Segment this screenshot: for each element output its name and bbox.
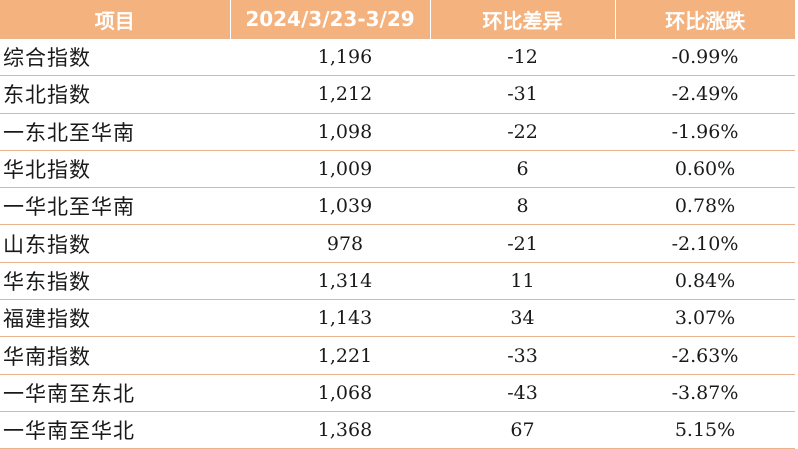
row-name: 福建指数 <box>0 299 230 337</box>
row-pct: -2.10% <box>615 224 795 263</box>
row-diff: 34 <box>430 299 615 337</box>
row-value: 1,039 <box>230 187 430 225</box>
row-diff: -22 <box>430 112 615 151</box>
row-pct: -1.96% <box>615 112 795 151</box>
row-diff: -43 <box>430 373 615 412</box>
row-value: 1,368 <box>230 410 430 449</box>
row-value: 1,221 <box>230 336 430 375</box>
table-row: 山东指数 978 -21 -2.10% <box>0 224 795 263</box>
table-row: 福建指数 1,143 34 3.07% <box>0 299 795 337</box>
row-name: 华东指数 <box>0 261 230 300</box>
row-pct: 0.60% <box>615 149 795 188</box>
table-body: 综合指数 1,196 -12 -0.99% 东北指数 1,212 -31 -2.… <box>0 37 795 449</box>
table-row: 东北指数 1,212 -31 -2.49% <box>0 75 795 114</box>
row-diff: 6 <box>430 149 615 188</box>
row-value: 1,068 <box>230 373 430 412</box>
row-diff: -31 <box>430 75 615 114</box>
row-pct: 3.07% <box>615 299 795 337</box>
row-name: 华南指数 <box>0 336 230 375</box>
table-row: 华东指数 1,314 11 0.84% <box>0 261 795 300</box>
row-value: 1,098 <box>230 112 430 151</box>
row-value: 1,314 <box>230 261 430 300</box>
table-row: 综合指数 1,196 -12 -0.99% <box>0 37 795 76</box>
row-pct: -3.87% <box>615 373 795 412</box>
row-pct: -2.63% <box>615 336 795 375</box>
row-name: 综合指数 <box>0 37 230 76</box>
header-diff: 环比差异 <box>429 0 615 39</box>
row-diff: 11 <box>430 261 615 300</box>
row-pct: -0.99% <box>615 37 795 76</box>
row-diff: -12 <box>430 37 615 76</box>
table-row: 一华北至华南 1,039 8 0.78% <box>0 187 795 225</box>
row-name: 华北指数 <box>0 149 230 188</box>
row-name: 一华北至华南 <box>0 187 230 225</box>
header-period: 2024/3/23-3/29 <box>229 0 430 39</box>
row-diff: 67 <box>430 410 615 449</box>
row-diff: -21 <box>430 224 615 263</box>
row-value: 1,212 <box>230 75 430 114</box>
row-pct: 5.15% <box>615 410 795 449</box>
table-header: 项目 2024/3/23-3/29 环比差异 环比涨跌 <box>0 0 795 39</box>
row-name: 山东指数 <box>0 224 230 263</box>
row-value: 1,009 <box>230 149 430 188</box>
row-diff: -33 <box>430 336 615 375</box>
row-pct: -2.49% <box>615 75 795 114</box>
header-item: 项目 <box>0 0 230 39</box>
table-row: 一东北至华南 1,098 -22 -1.96% <box>0 112 795 151</box>
row-value: 978 <box>230 224 430 263</box>
row-name: 东北指数 <box>0 75 230 114</box>
row-value: 1,143 <box>230 299 430 337</box>
row-name: 一华南至东北 <box>0 373 230 412</box>
row-value: 1,196 <box>230 37 430 76</box>
header-row: 项目 2024/3/23-3/29 环比差异 环比涨跌 <box>0 0 795 39</box>
table-row: 华南指数 1,221 -33 -2.63% <box>0 336 795 375</box>
table-row: 华北指数 1,009 6 0.60% <box>0 149 795 188</box>
row-pct: 0.84% <box>615 261 795 300</box>
row-pct: 0.78% <box>615 187 795 225</box>
row-name: 一华南至华北 <box>0 410 230 449</box>
table-row: 一华南至华北 1,368 67 5.15% <box>0 410 795 449</box>
row-diff: 8 <box>430 187 615 225</box>
header-change: 环比涨跌 <box>614 0 795 39</box>
row-name: 一东北至华南 <box>0 112 230 151</box>
table-row: 一华南至东北 1,068 -43 -3.87% <box>0 373 795 412</box>
